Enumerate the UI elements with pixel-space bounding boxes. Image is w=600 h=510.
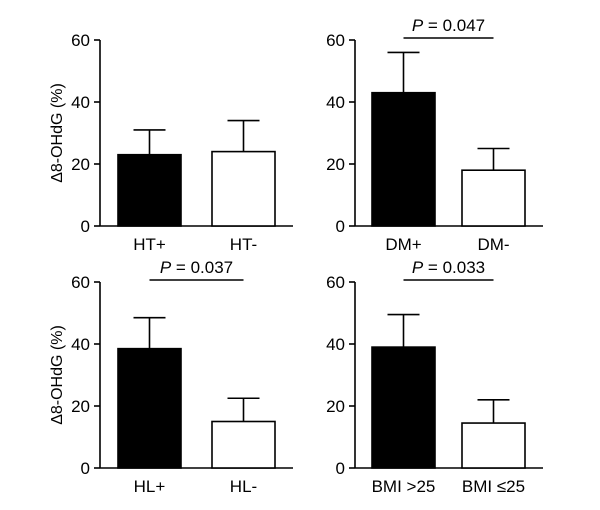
- p-value: = 0.037: [171, 258, 233, 277]
- y-tick-label: 20: [326, 397, 345, 416]
- panel-top-right: 0 20 40 60 DM+ DM- P = 0.047: [326, 16, 543, 254]
- y-tick-label: 0: [81, 217, 90, 236]
- y-tick-label: 20: [326, 155, 345, 174]
- significance-label: P = 0.047: [412, 16, 485, 35]
- y-tick-label: 40: [326, 93, 345, 112]
- category-label: HL+: [134, 477, 166, 496]
- bar-dm-: [461, 169, 526, 227]
- category-label: HT+: [133, 235, 166, 254]
- y-tick-label: 20: [71, 397, 90, 416]
- bar-dm-: [371, 91, 436, 227]
- p-value: = 0.033: [423, 258, 485, 277]
- y-tick-label: 60: [326, 273, 345, 292]
- significance-label: P = 0.037: [160, 258, 233, 277]
- panel-bottom-left: 0 20 40 60 Δ8-OHdG (%) HL+ HL- P = 0.037: [49, 258, 293, 496]
- bar-bmi-25: [461, 422, 526, 469]
- category-label: DM-: [477, 235, 509, 254]
- p-value: = 0.047: [423, 16, 485, 35]
- category-label: DM+: [385, 235, 421, 254]
- y-tick-label: 40: [71, 335, 90, 354]
- y-tick-label: 20: [71, 155, 90, 174]
- y-tick-label: 0: [81, 459, 90, 478]
- y-tick-label: 0: [336, 217, 345, 236]
- y-tick-label: 60: [71, 273, 90, 292]
- panel-top-left: 0 20 40 60 Δ8-OHdG (%) HT+ HT-: [49, 31, 293, 254]
- y-tick-label: 40: [326, 335, 345, 354]
- bar-hl-: [211, 420, 276, 469]
- y-tick-label: 0: [336, 459, 345, 478]
- y-tick-label: 40: [71, 93, 90, 112]
- y-axis-label: Δ8-OHdG (%): [49, 83, 66, 183]
- significance-label: P = 0.033: [412, 258, 485, 277]
- bar-ht-: [117, 153, 182, 227]
- category-label: BMI >25: [372, 477, 436, 496]
- p-symbol: P: [412, 258, 424, 277]
- category-label: HL-: [230, 477, 257, 496]
- y-tick-label: 60: [71, 31, 90, 50]
- p-symbol: P: [412, 16, 424, 35]
- category-label: HT-: [230, 235, 257, 254]
- category-label: BMI ≤25: [462, 477, 525, 496]
- panel-bottom-right: 0 20 40 60 BMI >25 BMI ≤25 P = 0.033: [326, 258, 543, 496]
- bar-ht-: [211, 150, 276, 227]
- bar-bmi-25: [371, 346, 436, 469]
- p-symbol: P: [160, 258, 172, 277]
- y-axis-label: Δ8-OHdG (%): [49, 325, 66, 425]
- y-tick-label: 60: [326, 31, 345, 50]
- bar-hl-: [117, 347, 182, 469]
